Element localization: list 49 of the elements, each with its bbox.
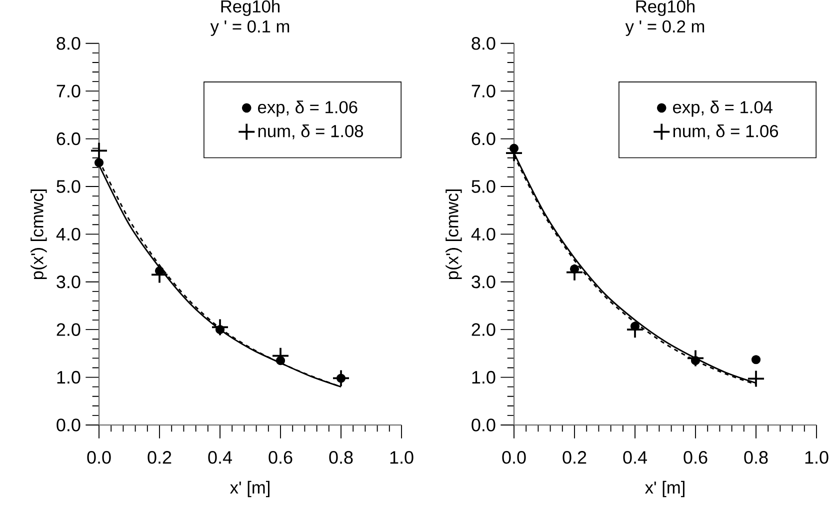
chart-title: Reg10h xyxy=(636,0,694,16)
y-tick-label: 1.0 xyxy=(57,370,80,384)
y-tick-label: 3.0 xyxy=(56,276,80,288)
x-tick-label: 0.8 xyxy=(329,451,353,464)
y-tick-label: 7.0 xyxy=(56,84,80,98)
point xyxy=(751,355,761,364)
point xyxy=(211,318,229,336)
y-axis-title: p(x') [cmwc] xyxy=(446,190,462,280)
x-tick-label: 0.2 xyxy=(562,451,586,464)
point xyxy=(626,320,644,339)
y-tick-label: 6.0 xyxy=(56,132,80,146)
y-tick-label: 4.0 xyxy=(471,228,496,241)
x-tick-label: 1.0 xyxy=(805,451,828,464)
y-tick-label: 1.0 xyxy=(472,370,496,384)
x-tick-label: 0.6 xyxy=(268,451,292,464)
y-tick-label: 5.0 xyxy=(56,180,80,193)
x-axis-title: x' [m] xyxy=(230,480,270,498)
x-tick-label: 0.0 xyxy=(87,451,111,464)
x-tick-label: 0.8 xyxy=(744,451,768,464)
point xyxy=(90,142,108,160)
x-tick-label: 1.0 xyxy=(390,451,414,464)
legend-label: num, δ = 1.06 xyxy=(673,124,778,140)
y-tick-label: 0.0 xyxy=(472,418,496,432)
chart-subtitle: y ' = 0.2 m xyxy=(625,20,704,36)
y-tick-label: 4.0 xyxy=(56,228,80,241)
x-tick-label: 0.6 xyxy=(684,451,708,464)
y-tick-label: 6.0 xyxy=(472,132,496,146)
y-tick-label: 2.0 xyxy=(56,323,80,336)
y-tick-label: 8.0 xyxy=(56,37,80,50)
x-tick-label: 0.2 xyxy=(148,451,172,464)
legend-label: exp, δ = 1.06 xyxy=(258,100,358,117)
point xyxy=(686,349,704,368)
y-tick-label: 2.0 xyxy=(472,323,496,336)
x-tick-label: 0.4 xyxy=(208,451,232,464)
legend-label: num, δ = 1.08 xyxy=(258,124,364,140)
chart-subtitle: y ' = 0.1 m xyxy=(210,20,290,36)
x-tick-label: 0.4 xyxy=(623,451,647,464)
y-tick-label: 8.0 xyxy=(472,37,496,50)
point xyxy=(94,158,104,168)
legend-label: exp, δ = 1.04 xyxy=(673,100,772,117)
y-tick-label: 3.0 xyxy=(472,276,496,288)
y-tick-label: 5.0 xyxy=(472,180,496,193)
y-tick-label: 0.0 xyxy=(56,418,80,432)
y-tick-label: 7.0 xyxy=(472,84,496,98)
chart-title: Reg10h xyxy=(221,0,280,16)
x-axis-title: x' [m] xyxy=(645,480,684,498)
y-axis-title: p(x') [cmwc] xyxy=(30,190,47,280)
x-tick-label: 0.0 xyxy=(502,451,526,464)
point xyxy=(566,263,584,282)
